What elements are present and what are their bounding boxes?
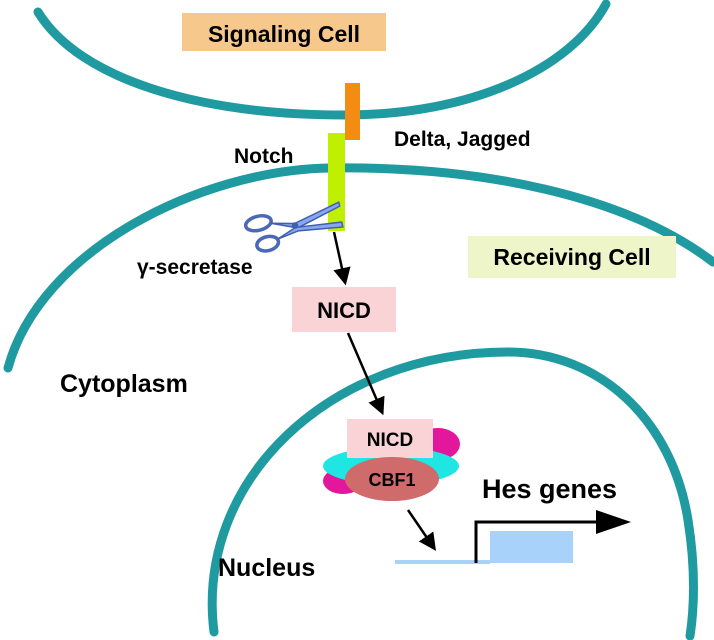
cytoplasm-label: Cytoplasm: [60, 370, 188, 398]
signaling-cell-label: Signaling Cell: [208, 21, 360, 47]
cleavage-arrow: [332, 231, 351, 286]
hes-gene-box: [490, 531, 573, 563]
nicd-cytoplasm-box: [292, 287, 396, 332]
nuclear-membrane: [207, 347, 698, 640]
nicd-cytoplasm-label: NICD: [317, 298, 371, 323]
scissors-icon: [243, 201, 344, 253]
receiving-cell-label-box: [468, 236, 676, 278]
nicd-complex-box: [347, 419, 433, 458]
receiving-cell-label: Receiving Cell: [493, 244, 650, 270]
signaling-cell-label-box: [182, 13, 386, 51]
delta-ligand: [345, 83, 360, 140]
nicd-complex-label: NICD: [367, 430, 413, 451]
nucleus-label: Nucleus: [218, 554, 315, 582]
cbf1-label: CBF1: [368, 470, 415, 490]
signaling-cell-membrane: [33, 0, 611, 120]
binding-arrow: [406, 509, 436, 551]
transcription-start-arrow: [474, 520, 600, 563]
transcription-arrowhead: [596, 510, 631, 534]
nicd-cbf1-complex: NICD CBF1: [323, 419, 460, 501]
notch-receptor: [328, 133, 345, 231]
cbf1-protein: [345, 457, 439, 501]
notch-label: Notch: [234, 145, 294, 168]
translocation-arrow: [346, 332, 385, 416]
hes-genes-label: Hes genes: [482, 474, 617, 504]
delta-jagged-label: Delta, Jagged: [394, 128, 531, 151]
gamma-secretase-label: γ-secretase: [137, 256, 253, 279]
